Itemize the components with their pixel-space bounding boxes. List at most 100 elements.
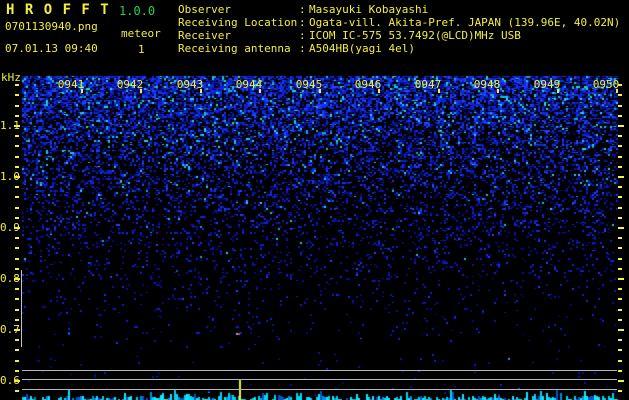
freq-minor-tick bbox=[618, 207, 622, 209]
mode-label: meteor bbox=[121, 27, 161, 40]
app-version: 1.0.0 bbox=[119, 4, 156, 18]
minute-tick bbox=[81, 89, 83, 93]
info-label: Receiving antenna bbox=[178, 42, 291, 55]
info-row: Receiving antenna: A504HB(yagi 4el) bbox=[178, 42, 620, 55]
minute-tick bbox=[557, 89, 559, 93]
info-label: Receiver bbox=[178, 29, 231, 42]
freq-major-tick bbox=[14, 329, 20, 331]
info-label: Receiving Location bbox=[178, 16, 298, 29]
freq-minor-tick bbox=[618, 237, 622, 239]
info-row: Observer: Masayuki Kobayashi bbox=[178, 3, 620, 16]
freq-minor-tick bbox=[15, 339, 19, 341]
minute-tick bbox=[616, 89, 618, 93]
time-label: 0948 bbox=[473, 78, 501, 91]
freq-label: 0.8 bbox=[0, 272, 20, 285]
info-row: Receiver: ICOM IC-575 53.7492(@LCD)MHz US… bbox=[178, 29, 620, 42]
freq-minor-tick bbox=[15, 196, 19, 198]
freq-minor-tick bbox=[15, 135, 19, 137]
freq-minor-tick bbox=[15, 288, 19, 290]
freq-minor-tick bbox=[15, 115, 19, 117]
time-label: 0944 bbox=[235, 78, 263, 91]
freq-minor-tick bbox=[618, 84, 622, 86]
freq-label: 0.6 bbox=[0, 374, 20, 387]
freq-minor-tick bbox=[15, 84, 19, 86]
info-separator: : bbox=[299, 29, 306, 42]
minute-tick bbox=[497, 89, 499, 93]
freq-minor-tick bbox=[618, 186, 622, 188]
event-count: 1 bbox=[138, 43, 145, 56]
freq-minor-tick bbox=[618, 309, 622, 311]
info-value: ICOM IC-575 53.7492(@LCD)MHz USB bbox=[309, 29, 521, 42]
datetime-label: 07.01.13 09:40 bbox=[5, 42, 98, 55]
level-grid-line bbox=[22, 379, 617, 380]
freq-major-tick bbox=[14, 278, 20, 280]
station-info-table: Observer: Masayuki Kobayashi Receiving Lo… bbox=[178, 3, 620, 55]
minute-tick bbox=[378, 89, 380, 93]
time-label: 0942 bbox=[116, 78, 144, 91]
minute-tick bbox=[140, 89, 142, 93]
minute-tick bbox=[438, 89, 440, 93]
time-label: 0949 bbox=[533, 78, 561, 91]
info-row: Receiving Location: Ogata-vill. Akita-Pre… bbox=[178, 16, 620, 29]
info-value: Ogata-vill. Akita-Pref. JAPAN (139.96E, … bbox=[309, 16, 621, 29]
freq-major-tick bbox=[618, 125, 624, 127]
freq-minor-tick bbox=[618, 360, 622, 362]
freq-minor-tick bbox=[618, 339, 622, 341]
freq-minor-tick bbox=[618, 105, 622, 107]
app-title: H R O F F T bbox=[6, 2, 110, 18]
filename-label: 0701130940.png bbox=[5, 20, 98, 33]
freq-minor-tick bbox=[15, 390, 19, 392]
info-separator: : bbox=[299, 16, 306, 29]
freq-major-tick bbox=[618, 380, 624, 382]
freq-minor-tick bbox=[15, 207, 19, 209]
freq-minor-tick bbox=[618, 135, 622, 137]
freq-minor-tick bbox=[15, 217, 19, 219]
frequency-unit-label: kHz bbox=[1, 71, 21, 84]
minute-tick bbox=[259, 89, 261, 93]
freq-minor-tick bbox=[618, 217, 622, 219]
freq-minor-tick bbox=[618, 156, 622, 158]
minute-tick bbox=[319, 89, 321, 93]
freq-major-tick bbox=[618, 176, 624, 178]
freq-minor-tick bbox=[15, 156, 19, 158]
freq-major-tick bbox=[14, 380, 20, 382]
freq-minor-tick bbox=[618, 166, 622, 168]
freq-major-tick bbox=[618, 278, 624, 280]
level-grid-line bbox=[22, 389, 617, 390]
freq-minor-tick bbox=[618, 370, 622, 372]
freq-minor-tick bbox=[15, 298, 19, 300]
time-label: 0941 bbox=[57, 78, 85, 91]
freq-minor-tick bbox=[15, 349, 19, 351]
freq-major-tick bbox=[14, 176, 20, 178]
freq-major-tick bbox=[618, 227, 624, 229]
freq-minor-tick bbox=[15, 105, 19, 107]
freq-label: 1.0 bbox=[0, 170, 20, 183]
freq-minor-tick bbox=[15, 319, 19, 321]
freq-minor-tick bbox=[15, 237, 19, 239]
freq-minor-tick bbox=[618, 288, 622, 290]
freq-minor-tick bbox=[15, 247, 19, 249]
freq-minor-tick bbox=[618, 145, 622, 147]
freq-major-tick bbox=[14, 125, 20, 127]
freq-major-tick bbox=[618, 329, 624, 331]
freq-major-tick bbox=[14, 227, 20, 229]
freq-minor-tick bbox=[618, 390, 622, 392]
freq-minor-tick bbox=[618, 115, 622, 117]
freq-minor-tick bbox=[15, 186, 19, 188]
freq-minor-tick bbox=[15, 360, 19, 362]
freq-minor-tick bbox=[15, 309, 19, 311]
freq-minor-tick bbox=[618, 349, 622, 351]
info-value: Masayuki Kobayashi bbox=[309, 3, 429, 16]
freq-minor-tick bbox=[618, 268, 622, 270]
time-label: 0946 bbox=[354, 78, 382, 91]
minute-tick bbox=[200, 89, 202, 93]
freq-label: 0.9 bbox=[0, 221, 20, 234]
freq-minor-tick bbox=[618, 94, 622, 96]
time-label: 0945 bbox=[295, 78, 323, 91]
freq-minor-tick bbox=[15, 166, 19, 168]
freq-minor-tick bbox=[15, 258, 19, 260]
freq-minor-tick bbox=[15, 370, 19, 372]
level-scale-bar bbox=[21, 270, 22, 347]
info-value: A504HB(yagi 4el) bbox=[309, 42, 415, 55]
